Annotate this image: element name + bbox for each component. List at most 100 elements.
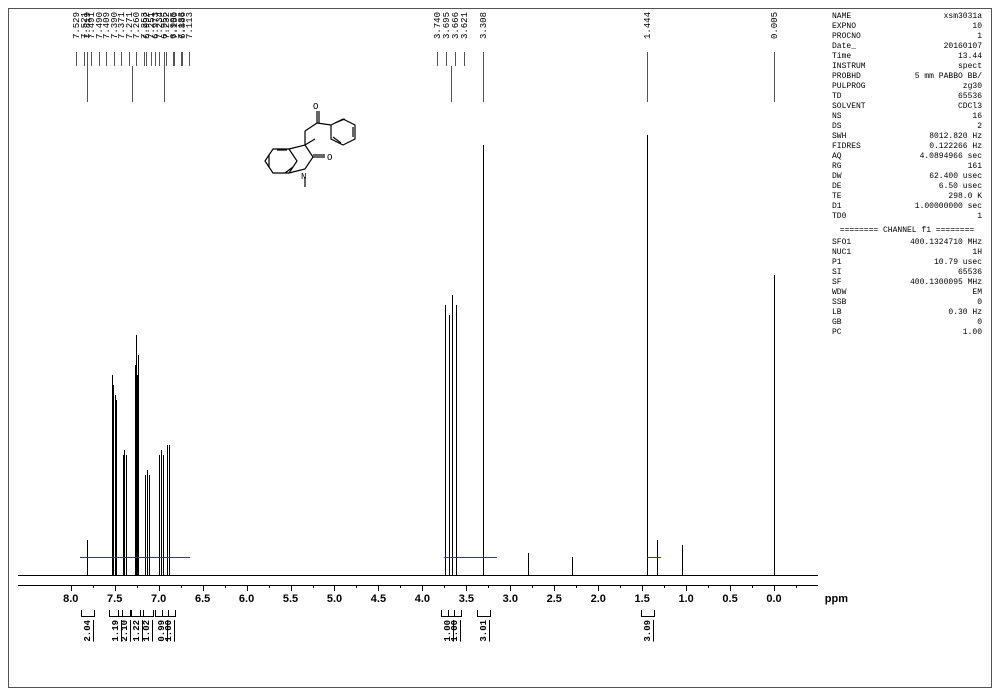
param-value: 5 mm PABBO BB/ <box>915 72 982 82</box>
axis-tick-label: 3.5 <box>459 593 474 605</box>
param-row: NS16 <box>832 112 982 122</box>
param-value: 20160107 <box>944 42 982 52</box>
param-key: PULPROG <box>832 82 866 92</box>
param-value: 161 <box>968 162 982 172</box>
axis-tick-minor <box>532 585 533 588</box>
nmr-peak <box>445 305 446 575</box>
param-key: SF <box>832 278 842 288</box>
peak-base <box>124 569 129 576</box>
nmr-peak <box>116 400 117 575</box>
nmr-peak <box>774 275 775 575</box>
nmr-peak <box>483 145 484 575</box>
peak-label-tick <box>144 52 145 66</box>
axis-tick <box>554 585 555 591</box>
peak-label-tick <box>647 52 648 66</box>
integral-trace <box>444 557 484 558</box>
integral-labels: 2.041.192.101.221.020.991.001.001.003.01… <box>18 610 818 670</box>
axis-tick-minor <box>225 585 226 588</box>
param-key: INSTRUM <box>832 62 866 72</box>
peak-label-pointer <box>132 66 133 102</box>
axis-tick-minor <box>269 585 270 588</box>
param-key: SWH <box>832 132 846 142</box>
peak-label-pointer <box>647 66 648 102</box>
nmr-peak <box>452 295 453 575</box>
param-value: xsm3031a <box>944 12 982 22</box>
integral-bracket <box>162 610 176 617</box>
peak-base <box>85 569 90 576</box>
axis-tick-label: 2.5 <box>547 593 562 605</box>
param-value: 0 <box>977 318 982 328</box>
peak-label-tick <box>173 52 174 66</box>
param-row: FIDRES0.122266 Hz <box>832 142 982 152</box>
peak-label-tick <box>182 52 183 66</box>
param-value: 0 <box>977 298 982 308</box>
axis-tick-label: 7.0 <box>151 593 166 605</box>
param-row: GB0 <box>832 318 982 328</box>
axis-tick <box>422 585 423 591</box>
axis-tick <box>774 585 775 591</box>
param-key: TE <box>832 192 842 202</box>
peak-ppm-label: 3.308 <box>479 12 489 39</box>
axis-tick-label: 6.5 <box>195 593 210 605</box>
peak-label-tick <box>455 52 456 66</box>
param-value: 1.00 <box>963 328 982 338</box>
param-key: PC <box>832 328 842 338</box>
peak-label-pointer <box>164 66 165 102</box>
param-key: EXPNO <box>832 22 856 32</box>
param-row: DE6.50 usec <box>832 182 982 192</box>
axis-tick <box>334 585 335 591</box>
param-row: NUC11H <box>832 248 982 258</box>
axis-tick-minor <box>93 585 94 588</box>
peak-label-tick <box>121 52 122 66</box>
peak-label-tick <box>91 52 92 66</box>
param-value: 1.00000000 sec <box>915 202 982 212</box>
peak-label-pointer <box>483 66 484 102</box>
acquisition-parameters: NAMExsm3031aEXPNO10PROCNO1Date_20160107T… <box>832 12 982 338</box>
nmr-peak <box>456 305 457 575</box>
param-value: 65536 <box>958 92 982 102</box>
axis-tick-minor <box>752 585 753 588</box>
param-key: NS <box>832 112 842 122</box>
param-value: 400.1324710 MHz <box>910 238 982 248</box>
param-value: 65536 <box>958 268 982 278</box>
integral-bracket <box>81 610 95 617</box>
param-value: 0.30 Hz <box>948 308 982 318</box>
param-key: DS <box>832 122 842 132</box>
peak-label-tick <box>155 52 156 66</box>
axis-tick-minor <box>664 585 665 588</box>
integral-value: 2.04 <box>83 620 93 642</box>
peak-label-tick <box>189 52 190 66</box>
peak-label-tick <box>106 52 107 66</box>
peak-base <box>680 569 685 576</box>
param-row: SFO1400.1324710 MHz <box>832 238 982 248</box>
peak-base <box>772 569 777 576</box>
nmr-peak <box>149 475 150 575</box>
param-key: RG <box>832 162 842 172</box>
peak-label-tick <box>84 52 85 66</box>
peak-label-tick <box>437 52 438 66</box>
param-value: 2 <box>977 122 982 132</box>
param-value: 10.79 usec <box>934 258 982 268</box>
integral-bracket <box>477 610 491 617</box>
peak-label-tick <box>774 52 775 66</box>
axis-tick-minor <box>620 585 621 588</box>
axis-tick-label: 1.0 <box>678 593 693 605</box>
axis-tick <box>598 585 599 591</box>
param-row: PROBHD 5 mm PABBO BB/ <box>832 72 982 82</box>
param-row: INSTRUMspect <box>832 62 982 72</box>
param-key: NAME <box>832 12 851 22</box>
peak-base <box>167 569 172 576</box>
integral-trace <box>159 557 179 558</box>
param-key: PROBHD <box>832 72 861 82</box>
axis-tick <box>71 585 72 591</box>
axis-tick-label: 7.5 <box>107 593 122 605</box>
param-key: LB <box>832 308 842 318</box>
param-value: CDCl3 <box>958 102 982 112</box>
param-value: 6.50 usec <box>939 182 982 192</box>
axis-tick-label: 0.5 <box>722 593 737 605</box>
param-value: 1 <box>977 32 982 42</box>
axis-tick-label: 6.0 <box>239 593 254 605</box>
ppm-axis: ppm 8.07.57.06.56.05.55.04.54.03.53.02.5… <box>18 585 818 599</box>
axis-tick <box>510 585 511 591</box>
param-row: AQ4.0894966 sec <box>832 152 982 162</box>
